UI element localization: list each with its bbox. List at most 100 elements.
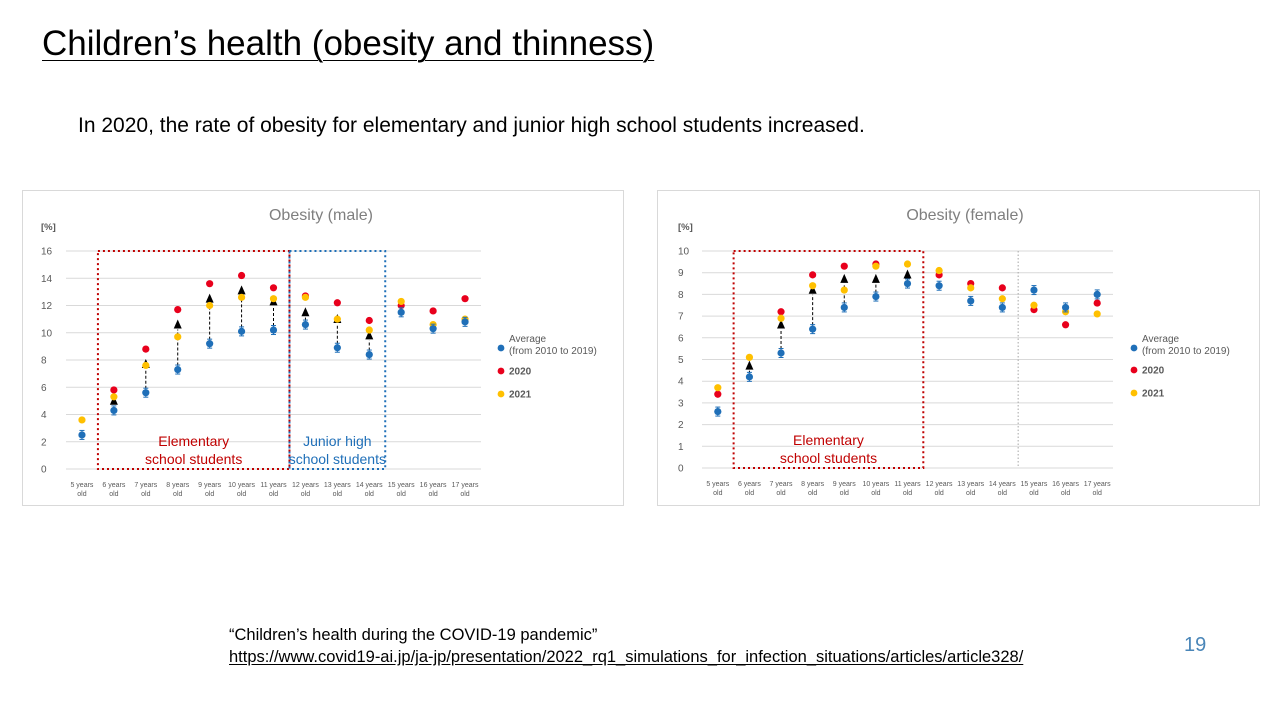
point-y2020 [174, 305, 182, 314]
point-average [1030, 286, 1038, 294]
point-average [872, 292, 880, 301]
x-tick-label: old [1029, 490, 1038, 497]
point-average [429, 325, 437, 333]
x-tick-label: old [713, 490, 722, 497]
x-tick-label: old [365, 491, 374, 498]
x-tick-label: old [109, 491, 118, 498]
x-tick-label: 15 years [1021, 481, 1048, 488]
change-arrow-head [301, 307, 310, 317]
x-tick-label: 12 years [292, 482, 319, 489]
citation: “Children’s health during the COVID-19 p… [229, 624, 1023, 668]
point-y2021 [714, 384, 722, 392]
point-y2021 [935, 266, 943, 275]
point-y2021 [745, 353, 754, 361]
x-tick-label: 14 years [356, 482, 383, 489]
y-tick-label: 7 [678, 312, 684, 323]
point-y2020 [142, 345, 150, 353]
point-y2021 [1030, 301, 1038, 309]
y-tick-label: 12 [41, 301, 53, 312]
legend-label: Average [1142, 334, 1180, 345]
x-tick-label: 11 years [894, 481, 921, 488]
point-average [935, 282, 943, 290]
point-y2020 [333, 299, 341, 307]
x-tick-label: 14 years [989, 481, 1016, 488]
change-arrow-head [745, 360, 754, 370]
point-average [840, 303, 848, 312]
point-y2020 [809, 271, 817, 279]
x-tick-label: old [745, 490, 754, 497]
y-tick-label: 0 [678, 464, 684, 475]
x-tick-label: old [1093, 490, 1102, 497]
y-tick-label: 10 [678, 247, 690, 258]
chart-obesity-male: 0 2 4 6 8 10 12 14 16 [%] Obesity (male) 5 years old… [22, 190, 624, 506]
change-arrow-head [365, 330, 374, 340]
x-tick-label: 8 years [801, 481, 824, 488]
y-tick-label: 8 [41, 356, 47, 367]
y-tick-label: 3 [678, 398, 684, 409]
y-tick-label: 6 [678, 333, 684, 344]
point-y2021 [397, 297, 405, 306]
y-tick-label: 6 [41, 383, 47, 394]
point-y2021 [872, 262, 880, 270]
y-tick-label: 8 [678, 290, 684, 301]
change-arrow-head [205, 293, 214, 303]
point-y2020 [365, 316, 373, 325]
point-average [967, 297, 975, 305]
group-label: Junior high [303, 433, 372, 449]
y-tick-label: 4 [41, 410, 47, 421]
change-arrow-head [871, 273, 880, 283]
legend-marker-average [1130, 344, 1138, 352]
chart-title: Obesity (female) [906, 207, 1023, 224]
group-box [288, 250, 387, 470]
point-average [174, 365, 182, 374]
point-average [777, 349, 785, 357]
point-average [365, 350, 373, 359]
x-tick-label: old [840, 490, 849, 497]
point-y2021 [301, 293, 310, 301]
change-arrow-head [777, 319, 786, 329]
point-y2020 [777, 308, 785, 316]
group-box [732, 250, 925, 469]
y-tick-label: 4 [678, 377, 684, 388]
citation-title: “Children’s health during the COVID-19 p… [229, 626, 598, 644]
point-y2020 [1093, 299, 1101, 307]
point-y2021 [269, 295, 278, 303]
group-label: school students [145, 451, 242, 467]
x-tick-label: 9 years [198, 482, 221, 489]
x-tick-label: old [237, 491, 246, 498]
point-y2021 [110, 393, 118, 401]
point-average [142, 389, 150, 397]
x-tick-label: 8 years [166, 482, 189, 489]
x-tick-label: 12 years [926, 481, 953, 488]
point-y2020 [429, 307, 437, 315]
point-average [237, 327, 246, 335]
x-tick-label: old [301, 491, 310, 498]
citation-url[interactable]: https://www.covid19-ai.jp/ja-jp/presenta… [229, 648, 1024, 666]
x-tick-label: 5 years [70, 482, 93, 489]
x-tick-label: old [141, 491, 150, 498]
legend-marker-average [497, 344, 505, 352]
x-tick-label: old [428, 491, 437, 498]
x-tick-label: old [173, 491, 182, 498]
point-y2021 [998, 295, 1006, 303]
point-y2021 [365, 326, 373, 334]
legend-label: Average [509, 334, 547, 345]
change-arrow-head [237, 285, 246, 295]
x-tick-label: old [808, 490, 817, 497]
x-tick-label: old [998, 490, 1007, 497]
point-y2020 [840, 262, 848, 270]
legend-label: (from 2010 to 2019) [1142, 346, 1230, 357]
point-y2020 [206, 280, 214, 288]
point-average [269, 326, 278, 334]
point-y2020 [237, 271, 246, 280]
legend-label: 2020 [1142, 366, 1165, 377]
y-axis-label: [%] [678, 222, 693, 233]
point-average [745, 373, 754, 381]
point-y2020 [110, 386, 118, 394]
point-average [206, 340, 214, 348]
group-label: Elementary [158, 433, 229, 449]
x-tick-label: old [460, 491, 469, 498]
x-tick-label: old [871, 490, 880, 497]
x-tick-label: 17 years [452, 482, 479, 489]
legend-marker-y2021 [497, 390, 505, 398]
